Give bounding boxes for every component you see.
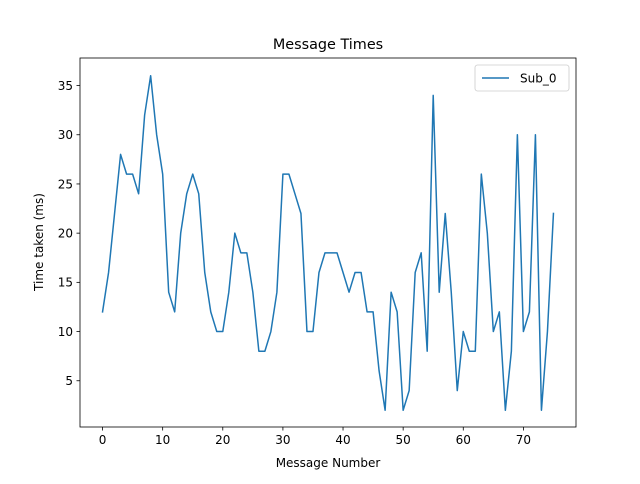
y-tick-label: 30 xyxy=(58,128,73,142)
y-tick-label: 10 xyxy=(58,325,73,339)
y-tick-label: 20 xyxy=(58,226,73,240)
x-tick-label: 10 xyxy=(155,433,170,447)
x-tick-label: 30 xyxy=(275,433,290,447)
y-tick-label: 15 xyxy=(58,276,73,290)
x-axis-label: Message Number xyxy=(276,456,381,470)
x-tick-label: 20 xyxy=(215,433,230,447)
x-tick-label: 0 xyxy=(99,433,107,447)
legend-box xyxy=(474,64,570,92)
axes-frame xyxy=(79,57,577,428)
y-tick-label: 5 xyxy=(65,374,73,388)
x-tick-label: 70 xyxy=(516,433,531,447)
chart-title: Message Times xyxy=(273,37,383,53)
y-tick-label: 25 xyxy=(58,177,73,191)
x-tick-label: 60 xyxy=(456,433,471,447)
legend-label-0: Sub_0 xyxy=(520,71,556,85)
x-tick-label: 50 xyxy=(396,433,411,447)
plot-area: 0 10 20 30 40 50 60 70 5 10 15 20 25 30 35 xyxy=(58,57,577,447)
legend: Sub_0 xyxy=(474,64,570,92)
y-tick-label: 35 xyxy=(58,79,73,93)
x-tick-label: 40 xyxy=(335,433,350,447)
y-axis-label: Time taken (ms) xyxy=(32,193,46,292)
series-line-0 xyxy=(101,74,555,412)
